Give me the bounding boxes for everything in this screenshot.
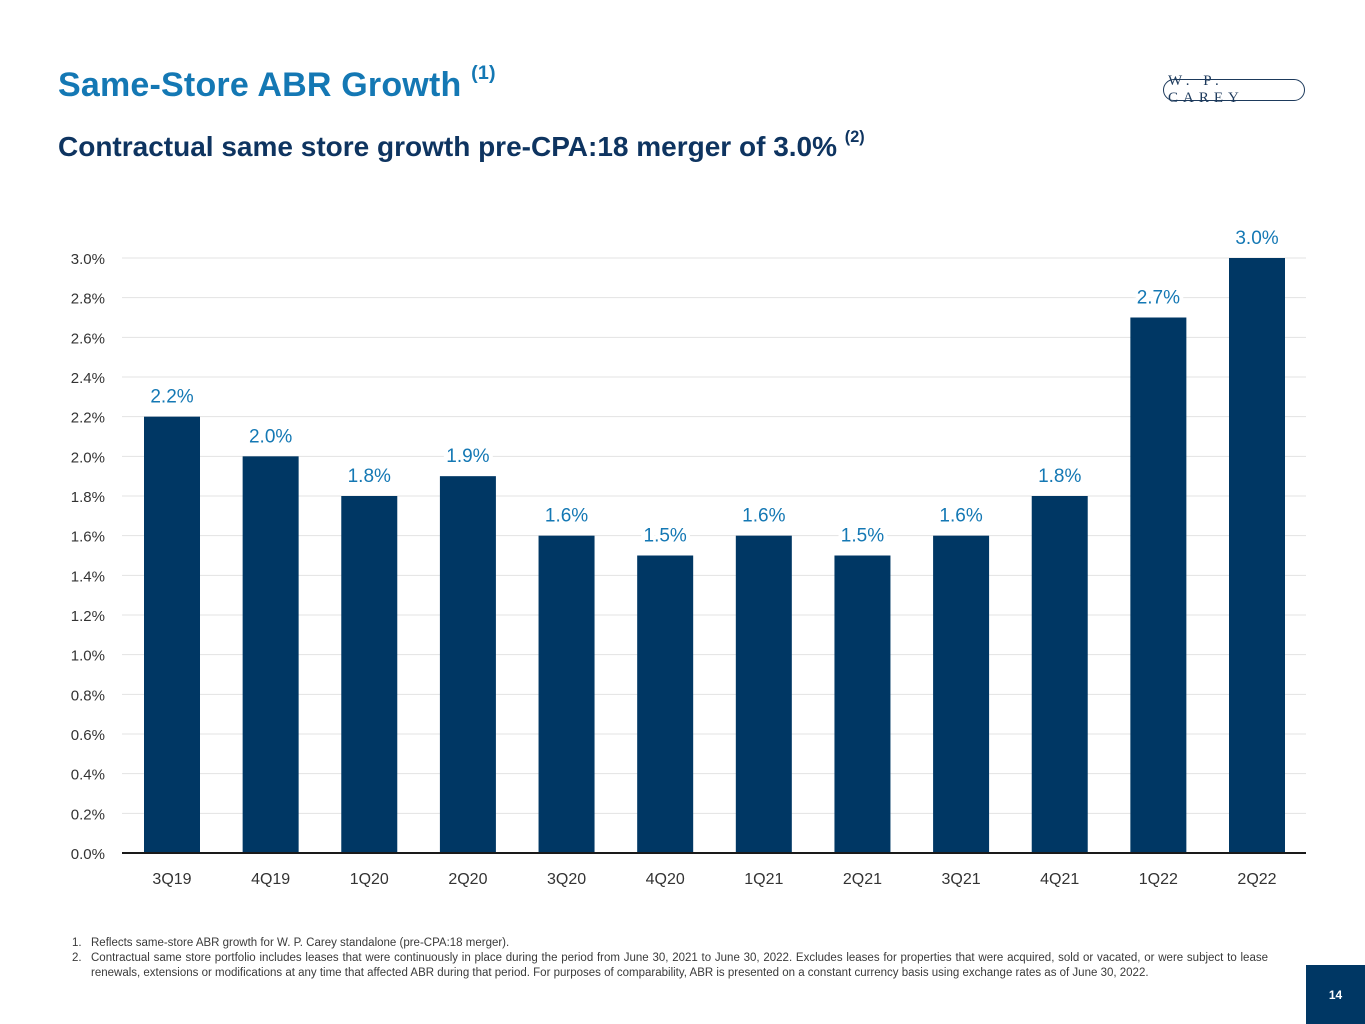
x-tick-label: 1Q21 bbox=[744, 871, 783, 888]
subtitle-text: Contractual same store growth pre-CPA:18… bbox=[58, 131, 838, 162]
footnote-text: Reflects same-store ABR growth for W. P.… bbox=[91, 937, 510, 949]
y-axis-ticks: 0.0% 0.2% 0.4% 0.6% 0.8% 1.0% 1.2% 1.4% 1.6% 1.8%… bbox=[71, 251, 105, 863]
data-labels: 2.2% 2.0% 1.8% 1.9% 1.6% 1.5% 1.6% 1.5% 1.6% 1.8%… bbox=[146, 224, 1282, 551]
x-tick-label: 2Q21 bbox=[843, 871, 882, 888]
title-footnote-ref: (1) bbox=[471, 62, 496, 85]
x-tick-label: 4Q19 bbox=[251, 871, 290, 888]
y-tick-label: 0.8% bbox=[71, 687, 105, 704]
bar bbox=[538, 535, 595, 853]
x-tick-label: 1Q20 bbox=[350, 871, 389, 888]
y-tick-label: 0.4% bbox=[71, 767, 105, 784]
data-label: 1.6% bbox=[742, 506, 785, 527]
footnote-2: 2. Contractual same store portfolio inclu… bbox=[72, 951, 1268, 981]
footnotes: 1. Reflects same-store ABR growth for W. … bbox=[72, 936, 1268, 981]
x-tick-label: 1Q22 bbox=[1139, 871, 1178, 888]
data-label: 1.6% bbox=[545, 506, 588, 527]
bar bbox=[933, 535, 990, 853]
footnote-text: Contractual same store portfolio include… bbox=[91, 952, 1268, 979]
data-label: 1.6% bbox=[939, 506, 982, 527]
y-tick-label: 0.2% bbox=[71, 806, 105, 823]
bar bbox=[439, 476, 496, 853]
bar bbox=[834, 555, 891, 853]
data-label: 1.5% bbox=[841, 526, 884, 547]
data-label: 1.5% bbox=[644, 526, 687, 547]
footnote-number: 1. bbox=[72, 937, 82, 949]
title-text: Same-Store ABR Growth bbox=[58, 66, 462, 104]
y-tick-label: 1.8% bbox=[71, 489, 105, 506]
x-tick-label: 2Q22 bbox=[1237, 871, 1276, 888]
bar-chart: 0.0% 0.2% 0.4% 0.6% 0.8% 1.0% 1.2% 1.4% 1.6% 1.8%… bbox=[70, 224, 1306, 888]
data-label: 1.8% bbox=[348, 466, 391, 487]
data-label: 1.8% bbox=[1038, 466, 1081, 487]
y-tick-label: 2.2% bbox=[71, 410, 105, 427]
x-tick-label: 3Q20 bbox=[547, 871, 586, 888]
y-tick-label: 1.6% bbox=[71, 529, 105, 546]
bar bbox=[735, 535, 792, 853]
bar bbox=[144, 416, 200, 853]
x-tick-label: 4Q20 bbox=[646, 871, 685, 888]
y-tick-label: 1.0% bbox=[71, 648, 105, 665]
data-label: 2.0% bbox=[249, 426, 292, 447]
y-tick-label: 2.8% bbox=[71, 291, 105, 308]
y-tick-label: 0.6% bbox=[71, 727, 105, 744]
page-title: Same-Store ABR Growth (1) bbox=[58, 62, 496, 105]
y-tick-label: 2.4% bbox=[71, 370, 105, 387]
bar bbox=[242, 456, 299, 853]
bar bbox=[341, 496, 398, 853]
bar bbox=[1130, 317, 1187, 853]
data-label: 1.9% bbox=[446, 446, 489, 467]
x-tick-label: 2Q20 bbox=[448, 871, 487, 888]
y-tick-label: 3.0% bbox=[71, 251, 105, 268]
bar bbox=[1031, 496, 1088, 853]
gridlines bbox=[122, 257, 1306, 814]
y-tick-label: 1.4% bbox=[71, 568, 105, 585]
data-label: 2.2% bbox=[150, 387, 193, 408]
page-subtitle: Contractual same store growth pre-CPA:18… bbox=[58, 128, 865, 163]
bars bbox=[144, 258, 1285, 853]
footnote-1: 1. Reflects same-store ABR growth for W. … bbox=[72, 936, 1268, 951]
x-tick-label: 3Q21 bbox=[942, 871, 981, 888]
page-number-badge: 14 bbox=[1306, 965, 1365, 1024]
subtitle-footnote-ref: (2) bbox=[844, 128, 865, 147]
bar bbox=[637, 555, 694, 853]
y-tick-label: 1.2% bbox=[71, 608, 105, 625]
y-tick-label: 2.0% bbox=[71, 449, 105, 466]
y-tick-label: 0.0% bbox=[71, 846, 105, 863]
data-label: 3.0% bbox=[1235, 228, 1278, 249]
data-label: 2.7% bbox=[1137, 288, 1180, 309]
y-tick-label: 2.6% bbox=[71, 330, 105, 347]
footnote-number: 2. bbox=[72, 952, 82, 964]
x-tick-label: 3Q19 bbox=[152, 871, 191, 888]
x-tick-label: 4Q21 bbox=[1040, 871, 1079, 888]
x-axis-ticks: 3Q19 4Q19 1Q20 2Q20 3Q20 4Q20 1Q21 2Q21 3Q21 4Q21… bbox=[152, 871, 1276, 888]
bar bbox=[1229, 258, 1285, 853]
